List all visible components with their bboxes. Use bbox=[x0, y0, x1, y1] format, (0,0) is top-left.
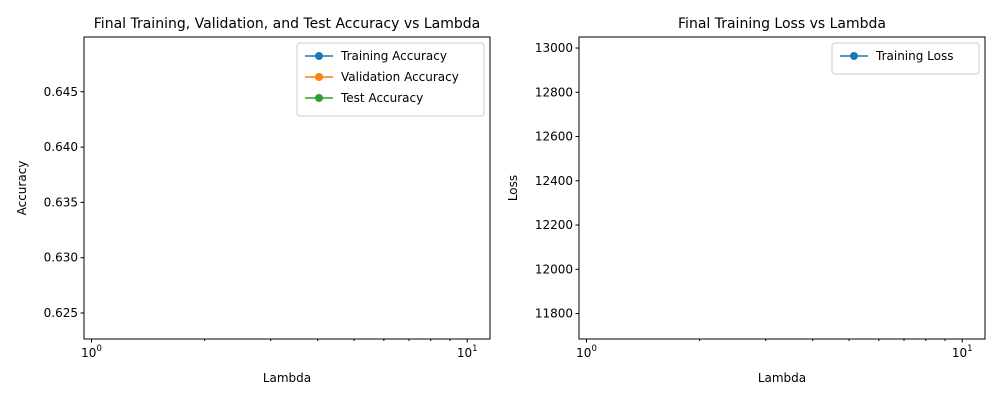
y-tick-label: 12000 bbox=[535, 262, 573, 276]
legend-marker bbox=[850, 52, 858, 60]
y-axis-label: Accuracy bbox=[15, 161, 29, 216]
y-tick-label: 12200 bbox=[535, 218, 573, 232]
legend-marker bbox=[315, 94, 323, 102]
legend-box bbox=[296, 42, 485, 117]
y-tick-label: 0.625 bbox=[44, 306, 78, 320]
legend-marker bbox=[315, 73, 323, 81]
y-tick-label: 12600 bbox=[535, 130, 573, 144]
loss-plot: Final Training Loss vs Lambda 11800 12000 1… bbox=[506, 16, 986, 385]
y-tick-label: 0.630 bbox=[44, 251, 78, 265]
y-tick-label: 0.640 bbox=[44, 140, 78, 154]
y-tick-label: 0.645 bbox=[44, 85, 78, 99]
legend-label: Validation Accuracy bbox=[341, 70, 459, 84]
x-tick-label: 101 bbox=[952, 344, 973, 360]
legend-label: Test Accuracy bbox=[340, 91, 423, 105]
accuracy-plot: Final Training, Validation, and Test Acc… bbox=[15, 16, 491, 385]
x-tick-label: 100 bbox=[576, 344, 597, 360]
legend-box bbox=[831, 42, 980, 75]
legend-label: Training Loss bbox=[875, 49, 953, 63]
legend-label: Training Accuracy bbox=[340, 49, 447, 63]
y-tick-label: 11800 bbox=[535, 307, 573, 321]
legend: Training Loss bbox=[831, 42, 980, 75]
x-axis-label: Lambda bbox=[758, 371, 806, 385]
plot-frame bbox=[578, 36, 986, 340]
x-axis-label: Lambda bbox=[263, 371, 311, 385]
legend-marker bbox=[315, 52, 323, 60]
chart-title: Final Training Loss vs Lambda bbox=[678, 16, 886, 32]
chart-title: Final Training, Validation, and Test Acc… bbox=[94, 16, 480, 32]
y-tick-label: 12400 bbox=[535, 174, 573, 188]
y-axis-label: Loss bbox=[506, 175, 520, 201]
x-tick-label: 100 bbox=[81, 344, 102, 360]
y-tick-label: 0.635 bbox=[44, 195, 78, 209]
y-tick-label: 13000 bbox=[535, 41, 573, 55]
y-tick-label: 12800 bbox=[535, 85, 573, 99]
x-tick-label: 101 bbox=[457, 344, 478, 360]
legend: Training Accuracy Validation Accuracy Test… bbox=[296, 42, 485, 117]
plot-frame bbox=[83, 36, 491, 340]
